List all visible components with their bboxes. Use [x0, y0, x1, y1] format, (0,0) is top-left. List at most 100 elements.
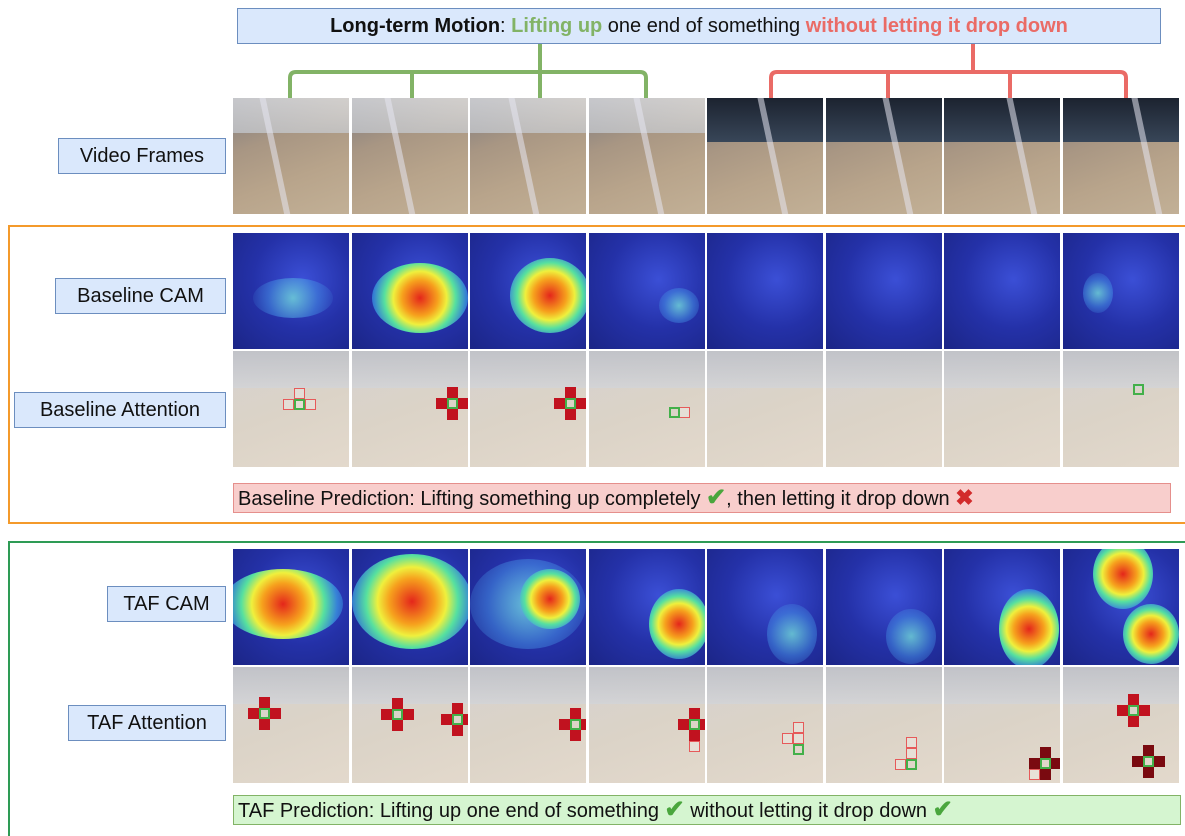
attention-patch: [1029, 758, 1040, 769]
heat-spot: [999, 589, 1059, 665]
attention-patch: [895, 759, 906, 770]
attention-patch: [689, 708, 700, 719]
baseline-cam-frame-7: [944, 233, 1060, 349]
attention-patch: [689, 741, 700, 752]
attention-patch: [270, 708, 281, 719]
baseline-prediction: Baseline Prediction: Lifting something u…: [233, 483, 1171, 513]
heat-spot: [886, 609, 936, 664]
heat-spot: [1093, 549, 1153, 609]
baseline-attention-frame-8: [1063, 351, 1179, 467]
attention-patch: [906, 737, 917, 748]
attention-patch: [305, 399, 316, 410]
background-wash: [826, 351, 942, 389]
taf-attention-frame-7: [944, 667, 1060, 783]
green-bracket: [288, 44, 648, 98]
cross-icon: ✖: [955, 485, 974, 510]
background-wash: [470, 351, 586, 389]
baseline-attention-frame-5: [707, 351, 823, 467]
baseline-attention-frame-7: [944, 351, 1060, 467]
background-wash: [352, 351, 468, 389]
attention-patch: [392, 709, 403, 720]
taf-prediction-text-1: TAF Prediction: Lifting up one end of so…: [238, 800, 665, 822]
title-green-phrase: Lifting up: [511, 15, 603, 37]
attention-patch: [447, 409, 458, 420]
taf-cam-label: TAF CAM: [107, 586, 226, 622]
attention-patch: [554, 398, 565, 409]
baseline-attention-frame-6: [826, 351, 942, 467]
check-icon: ✔: [932, 796, 953, 823]
attention-patch: [436, 398, 447, 409]
heat-spot: [659, 288, 699, 323]
attention-patch: [1143, 767, 1154, 778]
attention-patch: [1117, 705, 1128, 716]
baseline-attention-label: Baseline Attention: [14, 392, 226, 428]
background-wash: [233, 98, 349, 133]
background-wash: [233, 667, 349, 705]
attention-patch: [906, 748, 917, 759]
attention-patch: [1132, 756, 1143, 767]
heat-spot: [1123, 604, 1179, 664]
attention-patch: [447, 398, 458, 409]
attention-patch: [447, 387, 458, 398]
background-wash: [352, 667, 468, 705]
baseline-cam-frame-8: [1063, 233, 1179, 349]
taf-prediction-text-2: without letting it drop down: [684, 800, 933, 822]
attention-patch: [1133, 384, 1144, 395]
long-term-motion-title: Long-term Motion: Lifting up one end of …: [237, 8, 1161, 44]
attention-patch: [259, 719, 270, 730]
attention-patch: [570, 719, 581, 730]
attention-patch: [392, 698, 403, 709]
background-wash: [707, 351, 823, 389]
video-frame-3: [470, 98, 586, 214]
attention-patch: [458, 398, 468, 409]
attention-patch: [1040, 769, 1051, 780]
attention-patch: [452, 714, 463, 725]
attention-patch: [1143, 745, 1154, 756]
attention-patch: [1128, 716, 1139, 727]
baseline-cam-frame-6: [826, 233, 942, 349]
video-frame-2: [352, 98, 468, 214]
attention-patch: [1051, 758, 1060, 769]
attention-patch: [283, 399, 294, 410]
baseline-cam-frame-2: [352, 233, 468, 349]
video-frame-6: [826, 98, 942, 214]
attention-patch: [381, 709, 392, 720]
attention-patch: [565, 387, 576, 398]
attention-patch: [565, 409, 576, 420]
taf-cam-frame-1: [233, 549, 349, 665]
background-wash: [826, 667, 942, 705]
baseline-prediction-text-2: , then letting it drop down: [726, 488, 956, 510]
attention-patch: [463, 714, 468, 725]
attention-patch: [1040, 758, 1051, 769]
attention-patch: [259, 708, 270, 719]
background-wash: [1063, 667, 1179, 705]
attention-patch: [669, 407, 680, 418]
video-frame-5: [707, 98, 823, 214]
taf-attention-frame-2: [352, 667, 468, 783]
attention-patch: [906, 759, 917, 770]
taf-cam-frame-2: [352, 549, 468, 665]
baseline-attention-frame-1: [233, 351, 349, 467]
attention-patch: [576, 398, 586, 409]
taf-attention-frame-6: [826, 667, 942, 783]
taf-cam-frame-5: [707, 549, 823, 665]
baseline-cam-frame-5: [707, 233, 823, 349]
background-wash: [352, 98, 468, 133]
red-bracket: [769, 44, 1128, 98]
background-wash: [233, 351, 349, 389]
attention-patch: [259, 697, 270, 708]
background-wash: [470, 98, 586, 133]
baseline-section: [8, 225, 1185, 524]
attention-patch: [559, 719, 570, 730]
taf-attention-frame-4: [589, 667, 705, 783]
check-icon: ✔: [706, 484, 727, 511]
taf-attention-frame-8: [1063, 667, 1179, 783]
baseline-attention-frame-2: [352, 351, 468, 467]
heat-spot: [510, 258, 586, 333]
taf-cam-frame-4: [589, 549, 705, 665]
baseline-cam-frame-3: [470, 233, 586, 349]
title-plain-phrase: one end of something: [602, 15, 806, 37]
baseline-prediction-text-1: Baseline Prediction: Lifting something u…: [238, 488, 707, 510]
heat-spot: [233, 569, 343, 639]
heat-spot: [352, 554, 468, 649]
